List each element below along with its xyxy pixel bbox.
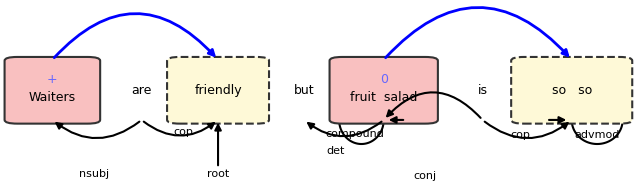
- Text: det: det: [327, 146, 345, 156]
- Text: but: but: [294, 84, 314, 97]
- FancyBboxPatch shape: [167, 57, 269, 124]
- Text: conj: conj: [413, 171, 436, 181]
- Text: advmod: advmod: [575, 130, 620, 140]
- Text: friendly: friendly: [194, 84, 242, 97]
- Text: cop: cop: [511, 130, 531, 140]
- FancyBboxPatch shape: [330, 57, 438, 124]
- Text: +: +: [47, 73, 58, 86]
- Text: nsubj: nsubj: [79, 169, 109, 179]
- Text: fruit  salad: fruit salad: [350, 91, 417, 104]
- Text: is: is: [477, 84, 488, 97]
- FancyBboxPatch shape: [4, 57, 100, 124]
- Text: compound: compound: [326, 129, 385, 139]
- Text: root: root: [207, 169, 229, 179]
- Text: Waiters: Waiters: [29, 91, 76, 104]
- Text: 0: 0: [380, 73, 388, 86]
- Text: cop: cop: [173, 127, 193, 137]
- Text: are: are: [131, 84, 152, 97]
- FancyBboxPatch shape: [511, 57, 632, 124]
- Text: so   so: so so: [552, 84, 592, 97]
